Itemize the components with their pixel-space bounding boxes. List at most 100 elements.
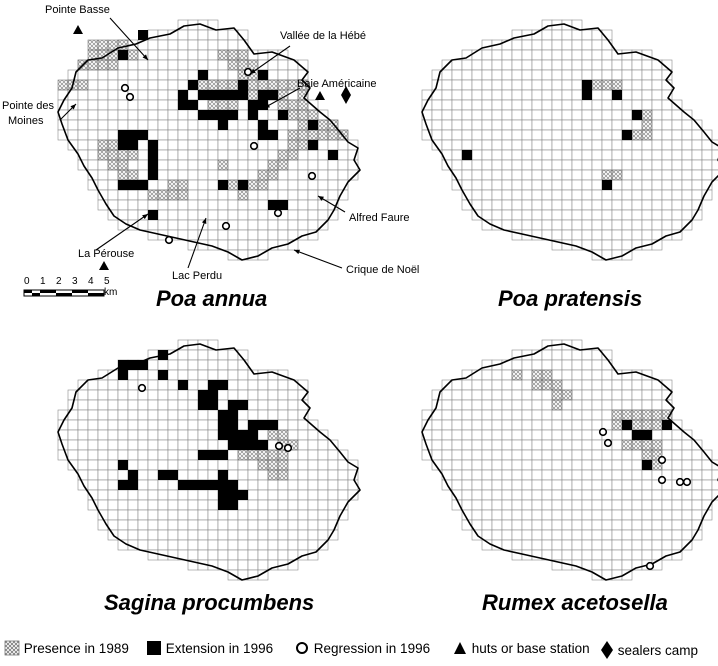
grid-cell	[147, 469, 159, 481]
grid-cell	[561, 529, 573, 541]
grid-cell	[207, 459, 219, 471]
grid-cell	[491, 129, 503, 141]
extension-cell	[238, 180, 248, 190]
grid-cell	[167, 359, 179, 371]
presence-cell	[277, 149, 289, 161]
grid-cell	[601, 239, 613, 251]
grid-cell	[257, 399, 269, 411]
grid-cell	[641, 79, 653, 91]
grid-cell	[571, 159, 583, 171]
extension-cell	[308, 140, 318, 150]
grid-cell	[257, 389, 269, 401]
grid-cell	[561, 449, 573, 461]
grid-cell	[147, 429, 159, 441]
grid-cell	[491, 179, 503, 191]
grid-cell	[207, 49, 219, 61]
scale-tick-2: 2	[56, 276, 62, 287]
grid-cell	[297, 499, 309, 511]
grid-cell	[217, 369, 229, 381]
grid-cell	[541, 79, 553, 91]
grid-cell	[621, 379, 633, 391]
grid-cell	[531, 69, 543, 81]
grid-cell	[157, 399, 169, 411]
presence-cell	[267, 79, 279, 91]
presence-cell	[641, 409, 653, 421]
grid-cell	[581, 369, 593, 381]
grid-cell	[521, 389, 533, 401]
grid-cell	[317, 529, 329, 541]
grid-cell	[621, 569, 633, 581]
grid-cell	[701, 169, 713, 181]
presence-cell	[601, 169, 613, 181]
grid-cell	[117, 209, 129, 221]
presence-cell	[227, 179, 239, 191]
grid-cell	[257, 379, 269, 391]
grid-cell	[491, 189, 503, 201]
grid-cell	[621, 139, 633, 151]
grid-cell	[611, 449, 623, 461]
grid-cell	[541, 129, 553, 141]
grid-cell	[571, 519, 583, 531]
grid-cell	[267, 509, 279, 521]
grid-cell	[511, 49, 523, 61]
grid-cell	[561, 539, 573, 551]
grid-cell	[247, 159, 259, 171]
grid-cell	[591, 409, 603, 421]
grid-cell	[177, 509, 189, 521]
grid-cell	[491, 469, 503, 481]
presence-cell	[641, 449, 653, 461]
grid-cell	[621, 249, 633, 261]
grid-cell	[501, 129, 513, 141]
grid-cell	[631, 139, 643, 151]
grid-cell	[671, 209, 683, 221]
grid-cell	[87, 449, 99, 461]
grid-cell	[187, 419, 199, 431]
grid-cell	[521, 429, 533, 441]
grid-cell	[661, 519, 673, 531]
grid-cell	[267, 409, 279, 421]
grid-cell	[641, 549, 653, 561]
grid-cell	[237, 419, 249, 431]
grid-cell	[581, 69, 593, 81]
extension-cell	[218, 410, 228, 420]
grid-cell	[541, 149, 553, 161]
grid-cell	[227, 239, 239, 251]
grid-cell	[541, 519, 553, 531]
grid-cell	[671, 169, 683, 181]
grid-cell	[77, 99, 89, 111]
grid-cell	[541, 119, 553, 131]
grid-cell	[541, 399, 553, 411]
grid-cell	[521, 89, 533, 101]
grid-cell	[661, 129, 673, 141]
grid-cell	[591, 119, 603, 131]
grid-cell	[521, 39, 533, 51]
grid-cell	[531, 219, 543, 231]
presence-cell	[601, 79, 613, 91]
grid-cell	[187, 499, 199, 511]
grid-cell	[631, 189, 643, 201]
grid-cell	[107, 89, 119, 101]
grid-cell	[551, 229, 563, 241]
grid-cell	[671, 429, 683, 441]
extension-cell	[268, 200, 278, 210]
grid-cell	[651, 149, 663, 161]
label-vallee-hebe: Vallée de la Hébé	[280, 30, 367, 42]
extension-cell	[238, 80, 248, 90]
presence-cell	[117, 159, 129, 171]
grid-cell	[197, 29, 209, 41]
grid-cell	[187, 379, 199, 391]
grid-cell	[621, 149, 633, 161]
presence-cell	[641, 119, 653, 131]
grid-cell	[451, 389, 463, 401]
grid-cell	[147, 449, 159, 461]
grid-cell	[561, 469, 573, 481]
grid-cell	[671, 529, 683, 541]
grid-cell	[77, 409, 89, 421]
grid-cell	[501, 169, 513, 181]
grid-cell	[591, 229, 603, 241]
arrow-head	[142, 214, 148, 220]
grid-cell	[167, 119, 179, 131]
grid-cell	[541, 159, 553, 171]
grid-cell	[451, 69, 463, 81]
grid-cell	[541, 479, 553, 491]
